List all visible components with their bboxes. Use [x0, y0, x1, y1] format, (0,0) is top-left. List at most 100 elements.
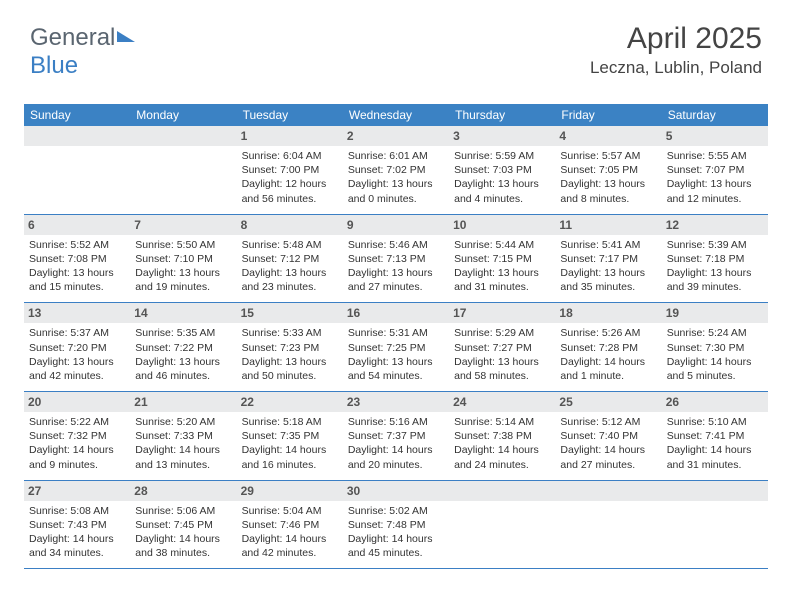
- day-cell: 26 Sunrise: 5:10 AMSunset: 7:41 PMDayligh…: [662, 392, 768, 480]
- day-header: Sunday: [24, 104, 130, 126]
- day-info: Sunrise: 5:29 AMSunset: 7:27 PMDaylight:…: [451, 326, 553, 383]
- day-info: Sunrise: 5:31 AMSunset: 7:25 PMDaylight:…: [345, 326, 447, 383]
- day-number: 9: [343, 215, 449, 235]
- day-cell: 13 Sunrise: 5:37 AMSunset: 7:20 PMDayligh…: [24, 303, 130, 391]
- day-info: Sunrise: 5:33 AMSunset: 7:23 PMDaylight:…: [239, 326, 341, 383]
- day-header: Wednesday: [343, 104, 449, 126]
- day-cell: 27Sunrise: 5:08 AMSunset: 7:43 PMDayligh…: [24, 481, 130, 569]
- day-number: 13: [24, 303, 130, 323]
- day-header: Thursday: [449, 104, 555, 126]
- day-cell: 3 Sunrise: 5:59 AMSunset: 7:03 PMDaylight…: [449, 126, 555, 214]
- day-info: Sunrise: 5:08 AMSunset: 7:43 PMDaylight:…: [26, 504, 128, 561]
- day-cell: 24 Sunrise: 5:14 AMSunset: 7:38 PMDayligh…: [449, 392, 555, 480]
- day-info: Sunrise: 5:59 AMSunset: 7:03 PMDaylight:…: [451, 149, 553, 206]
- day-cell: 17 Sunrise: 5:29 AMSunset: 7:27 PMDayligh…: [449, 303, 555, 391]
- day-info: Sunrise: 5:24 AMSunset: 7:30 PMDaylight:…: [664, 326, 766, 383]
- day-number: 11: [555, 215, 661, 235]
- day-info: Sunrise: 5:18 AMSunset: 7:35 PMDaylight:…: [239, 415, 341, 472]
- day-info: Sunrise: 6:01 AMSunset: 7:02 PMDaylight:…: [345, 149, 447, 206]
- day-number: 29: [237, 481, 343, 501]
- day-cell: 16 Sunrise: 5:31 AMSunset: 7:25 PMDayligh…: [343, 303, 449, 391]
- day-info: Sunrise: 5:06 AMSunset: 7:45 PMDaylight:…: [132, 504, 234, 561]
- day-cell: 1Sunrise: 6:04 AMSunset: 7:00 PMDaylight…: [237, 126, 343, 214]
- day-info: Sunrise: 5:10 AMSunset: 7:41 PMDaylight:…: [664, 415, 766, 472]
- day-cell: [130, 126, 236, 214]
- day-cell: 21 Sunrise: 5:20 AMSunset: 7:33 PMDayligh…: [130, 392, 236, 480]
- day-cell: 20 Sunrise: 5:22 AMSunset: 7:32 PMDayligh…: [24, 392, 130, 480]
- page-title-block: April 2025 Leczna, Lublin, Poland: [590, 22, 762, 78]
- day-cell: 6 Sunrise: 5:52 AMSunset: 7:08 PMDaylight…: [24, 215, 130, 303]
- week-row: 6 Sunrise: 5:52 AMSunset: 7:08 PMDaylight…: [24, 215, 768, 304]
- day-header: Monday: [130, 104, 236, 126]
- day-cell: 25Sunrise: 5:12 AMSunset: 7:40 PMDayligh…: [555, 392, 661, 480]
- day-number: [24, 126, 130, 146]
- day-number: 18: [555, 303, 661, 323]
- day-number: 19: [662, 303, 768, 323]
- day-number: [555, 481, 661, 501]
- brand-logo: General Blue: [30, 24, 135, 80]
- day-number: 12: [662, 215, 768, 235]
- day-info: Sunrise: 5:04 AMSunset: 7:46 PMDaylight:…: [239, 504, 341, 561]
- day-cell: 7 Sunrise: 5:50 AMSunset: 7:10 PMDaylight…: [130, 215, 236, 303]
- day-header: Saturday: [662, 104, 768, 126]
- day-number: [130, 126, 236, 146]
- day-info: Sunrise: 5:14 AMSunset: 7:38 PMDaylight:…: [451, 415, 553, 472]
- calendar-grid: SundayMondayTuesdayWednesdayThursdayFrid…: [24, 104, 768, 569]
- day-number: 4: [555, 126, 661, 146]
- day-info: Sunrise: 5:22 AMSunset: 7:32 PMDaylight:…: [26, 415, 128, 472]
- month-title: April 2025: [590, 22, 762, 56]
- day-number: 22: [237, 392, 343, 412]
- day-number: 16: [343, 303, 449, 323]
- day-number: 24: [449, 392, 555, 412]
- day-info: Sunrise: 5:26 AMSunset: 7:28 PMDaylight:…: [557, 326, 659, 383]
- day-info: Sunrise: 5:46 AMSunset: 7:13 PMDaylight:…: [345, 238, 447, 295]
- day-cell: 15 Sunrise: 5:33 AMSunset: 7:23 PMDayligh…: [237, 303, 343, 391]
- day-cell: 23Sunrise: 5:16 AMSunset: 7:37 PMDayligh…: [343, 392, 449, 480]
- day-cell: [24, 126, 130, 214]
- day-number: [662, 481, 768, 501]
- day-info: Sunrise: 5:37 AMSunset: 7:20 PMDaylight:…: [26, 326, 128, 383]
- week-row: 27Sunrise: 5:08 AMSunset: 7:43 PMDayligh…: [24, 481, 768, 570]
- day-cell: 9 Sunrise: 5:46 AMSunset: 7:13 PMDaylight…: [343, 215, 449, 303]
- day-number: 5: [662, 126, 768, 146]
- day-number: 30: [343, 481, 449, 501]
- day-cell: 19 Sunrise: 5:24 AMSunset: 7:30 PMDayligh…: [662, 303, 768, 391]
- day-info: Sunrise: 5:50 AMSunset: 7:10 PMDaylight:…: [132, 238, 234, 295]
- day-number: 10: [449, 215, 555, 235]
- day-info: Sunrise: 5:39 AMSunset: 7:18 PMDaylight:…: [664, 238, 766, 295]
- day-header-row: SundayMondayTuesdayWednesdayThursdayFrid…: [24, 104, 768, 126]
- day-number: 7: [130, 215, 236, 235]
- day-cell: 2 Sunrise: 6:01 AMSunset: 7:02 PMDaylight…: [343, 126, 449, 214]
- day-number: 3: [449, 126, 555, 146]
- day-cell: 5Sunrise: 5:55 AMSunset: 7:07 PMDaylight…: [662, 126, 768, 214]
- day-header: Tuesday: [237, 104, 343, 126]
- day-cell: 12 Sunrise: 5:39 AMSunset: 7:18 PMDayligh…: [662, 215, 768, 303]
- day-cell: [449, 481, 555, 569]
- day-number: 21: [130, 392, 236, 412]
- day-info: Sunrise: 5:35 AMSunset: 7:22 PMDaylight:…: [132, 326, 234, 383]
- day-info: Sunrise: 5:41 AMSunset: 7:17 PMDaylight:…: [557, 238, 659, 295]
- day-number: 17: [449, 303, 555, 323]
- day-info: Sunrise: 5:44 AMSunset: 7:15 PMDaylight:…: [451, 238, 553, 295]
- day-cell: 10 Sunrise: 5:44 AMSunset: 7:15 PMDayligh…: [449, 215, 555, 303]
- week-row: 13 Sunrise: 5:37 AMSunset: 7:20 PMDayligh…: [24, 303, 768, 392]
- day-number: 8: [237, 215, 343, 235]
- day-number: 14: [130, 303, 236, 323]
- day-cell: 28 Sunrise: 5:06 AMSunset: 7:45 PMDayligh…: [130, 481, 236, 569]
- day-number: 26: [662, 392, 768, 412]
- day-cell: 22 Sunrise: 5:18 AMSunset: 7:35 PMDayligh…: [237, 392, 343, 480]
- brand-triangle-icon: [117, 31, 135, 42]
- day-cell: 14 Sunrise: 5:35 AMSunset: 7:22 PMDayligh…: [130, 303, 236, 391]
- day-number: 15: [237, 303, 343, 323]
- day-number: 23: [343, 392, 449, 412]
- day-info: Sunrise: 5:52 AMSunset: 7:08 PMDaylight:…: [26, 238, 128, 295]
- day-number: 28: [130, 481, 236, 501]
- day-number: 20: [24, 392, 130, 412]
- week-row: 1Sunrise: 6:04 AMSunset: 7:00 PMDaylight…: [24, 126, 768, 215]
- day-info: Sunrise: 5:02 AMSunset: 7:48 PMDaylight:…: [345, 504, 447, 561]
- day-cell: 18 Sunrise: 5:26 AMSunset: 7:28 PMDayligh…: [555, 303, 661, 391]
- day-info: Sunrise: 5:20 AMSunset: 7:33 PMDaylight:…: [132, 415, 234, 472]
- day-number: 6: [24, 215, 130, 235]
- day-cell: 29 Sunrise: 5:04 AMSunset: 7:46 PMDayligh…: [237, 481, 343, 569]
- day-number: 2: [343, 126, 449, 146]
